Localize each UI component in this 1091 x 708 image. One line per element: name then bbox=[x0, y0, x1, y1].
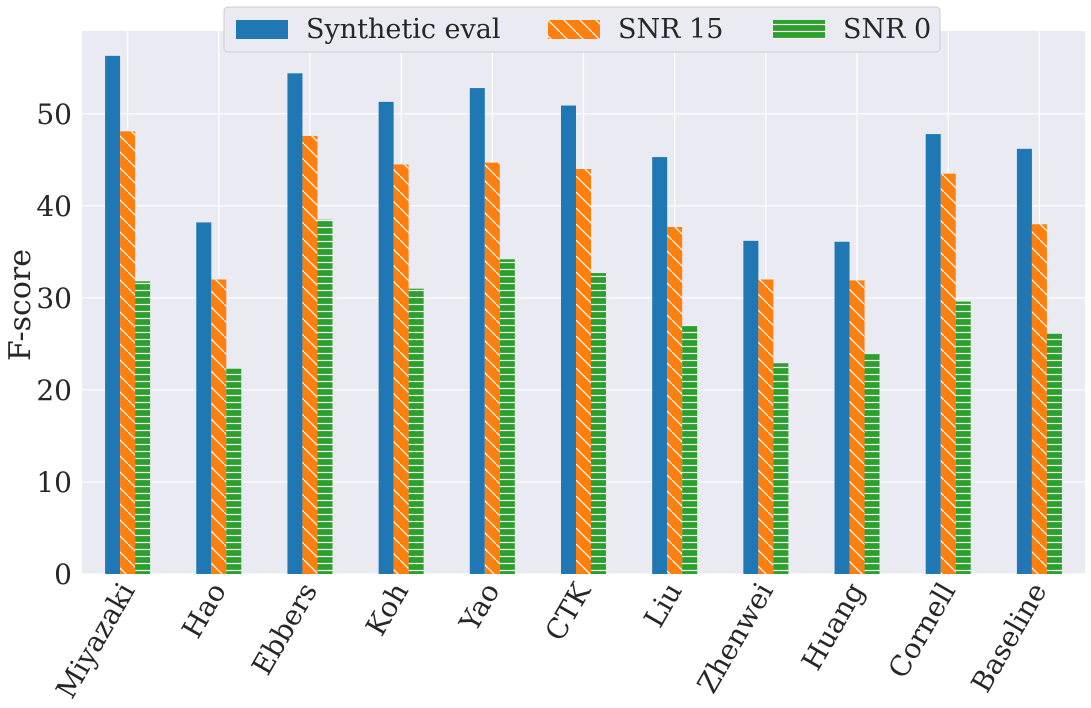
bar-hatch bbox=[758, 279, 774, 574]
y-axis: 0 10 20 30 40 50 bbox=[36, 98, 72, 591]
bar bbox=[469, 88, 485, 574]
bar-hatch bbox=[864, 354, 880, 574]
bar bbox=[105, 55, 121, 575]
bar-hatch bbox=[1031, 224, 1047, 574]
y-tick-label: 30 bbox=[36, 282, 72, 315]
bar bbox=[1016, 148, 1032, 574]
bar-hatch bbox=[120, 131, 136, 574]
bar-hatch bbox=[211, 279, 227, 574]
x-tick-label: Zhenwei bbox=[691, 577, 780, 699]
x-tick-label: Huang bbox=[795, 577, 871, 676]
bar bbox=[834, 241, 850, 574]
legend-label: Synthetic eval bbox=[306, 14, 501, 45]
y-tick-label: 10 bbox=[36, 466, 72, 499]
bar-hatch bbox=[667, 227, 683, 574]
bar-hatch bbox=[576, 169, 591, 574]
legend: Synthetic eval SNR 15 SNR 0 bbox=[223, 6, 941, 53]
bar-hatch bbox=[773, 363, 789, 574]
bar-hatch bbox=[317, 219, 333, 574]
bar-hatch bbox=[591, 273, 606, 574]
bar-hatch bbox=[393, 164, 409, 574]
x-tick-label: Hao bbox=[175, 577, 233, 644]
x-tick-label: CTK bbox=[538, 576, 598, 646]
bar-hatch bbox=[499, 259, 515, 574]
bar-hatch bbox=[226, 368, 242, 574]
legend-label: SNR 0 bbox=[843, 14, 931, 45]
x-axis: Miyazaki Hao Ebbers Koh Yao CTK Liu Zhenwei Huan… bbox=[49, 576, 1053, 704]
bars-layer bbox=[105, 55, 1062, 575]
bar bbox=[561, 105, 576, 574]
x-tick-label: Liu bbox=[637, 577, 688, 633]
y-tick-label: 40 bbox=[36, 190, 72, 223]
x-tick-label: Yao bbox=[452, 577, 506, 638]
bar bbox=[743, 240, 759, 575]
bar-hatch bbox=[682, 325, 698, 574]
x-tick-label: Baseline bbox=[965, 577, 1054, 698]
bar bbox=[925, 134, 941, 574]
y-tick-label: 20 bbox=[36, 374, 72, 407]
x-tick-label: Cornell bbox=[882, 577, 963, 684]
bar-hatch bbox=[849, 280, 865, 574]
bar-hatch bbox=[484, 162, 500, 575]
bar-hatch bbox=[955, 301, 971, 574]
x-tick-label: Ebbers bbox=[245, 577, 324, 681]
bar-hatch bbox=[135, 281, 151, 574]
legend-swatch bbox=[236, 20, 288, 39]
bar-hatch bbox=[302, 135, 318, 574]
bar bbox=[287, 73, 303, 574]
bar-hatch bbox=[1046, 333, 1062, 574]
x-tick-label: Koh bbox=[359, 577, 415, 641]
legend-label: SNR 15 bbox=[618, 14, 723, 45]
y-axis-label: F-score bbox=[3, 249, 38, 361]
x-tick-label: Miyazaki bbox=[49, 577, 141, 704]
bar bbox=[652, 157, 668, 575]
legend-swatch-hatch bbox=[548, 20, 600, 39]
bar bbox=[378, 101, 394, 575]
bar bbox=[196, 222, 212, 574]
bar-hatch bbox=[408, 288, 424, 574]
legend-swatch-hatch bbox=[773, 20, 825, 39]
y-tick-label: 0 bbox=[54, 558, 72, 591]
bar-hatch bbox=[940, 173, 956, 575]
y-tick-label: 50 bbox=[36, 98, 72, 131]
